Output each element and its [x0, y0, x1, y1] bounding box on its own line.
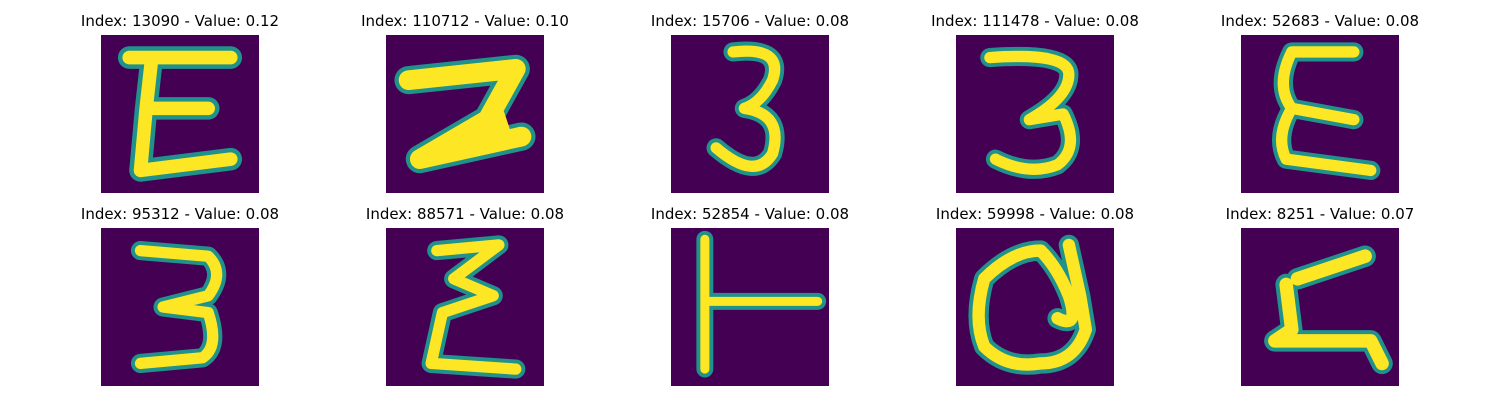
digit-image-3	[956, 35, 1114, 193]
panel-title: Index: 52854 - Value: 0.08	[650, 205, 850, 223]
panel: Index: 13090 - Value: 0.12	[45, 12, 315, 193]
panel: Index: 111478 - Value: 0.08	[900, 12, 1170, 193]
panel: Index: 110712 - Value: 0.10	[330, 12, 600, 193]
digit-image-3	[671, 35, 829, 193]
panel: Index: 52683 - Value: 0.08	[1185, 12, 1455, 193]
digit-image-z	[1241, 228, 1399, 386]
digit-image-t	[671, 228, 829, 386]
digit-image-sigma	[386, 228, 544, 386]
panel-title: Index: 95312 - Value: 0.08	[80, 205, 280, 223]
panel: Index: 59998 - Value: 0.08	[900, 205, 1170, 386]
digit-image-a	[956, 228, 1114, 386]
panel-title: Index: 59998 - Value: 0.08	[935, 205, 1135, 223]
panel: Index: 15706 - Value: 0.08	[615, 12, 885, 193]
panel-title: Index: 88571 - Value: 0.08	[365, 205, 565, 223]
panel-title: Index: 110712 - Value: 0.10	[361, 12, 569, 30]
digit-image-e	[101, 35, 259, 193]
digit-image-2	[386, 35, 544, 193]
panel: Index: 8251 - Value: 0.07	[1185, 205, 1455, 386]
panel-title: Index: 15706 - Value: 0.08	[650, 12, 850, 30]
panel-title: Index: 8251 - Value: 0.07	[1225, 205, 1415, 223]
panel: Index: 95312 - Value: 0.08	[45, 205, 315, 386]
digit-image-3	[101, 228, 259, 386]
panel: Index: 52854 - Value: 0.08	[615, 205, 885, 386]
panel-title: Index: 52683 - Value: 0.08	[1220, 12, 1420, 30]
panel-title: Index: 13090 - Value: 0.12	[80, 12, 280, 30]
digit-image-e	[1241, 35, 1399, 193]
panel: Index: 88571 - Value: 0.08	[330, 205, 600, 386]
panel-title: Index: 111478 - Value: 0.08	[931, 12, 1139, 30]
